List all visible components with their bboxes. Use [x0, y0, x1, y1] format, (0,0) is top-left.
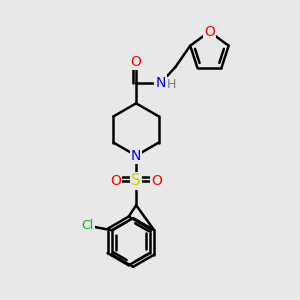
Text: N: N — [155, 76, 166, 90]
Text: Cl: Cl — [81, 219, 94, 232]
Text: N: N — [131, 148, 141, 163]
Text: H: H — [167, 78, 176, 92]
Text: O: O — [151, 174, 162, 188]
Text: O: O — [110, 174, 122, 188]
Text: O: O — [204, 25, 215, 39]
Text: O: O — [131, 55, 142, 69]
Text: S: S — [131, 173, 141, 188]
